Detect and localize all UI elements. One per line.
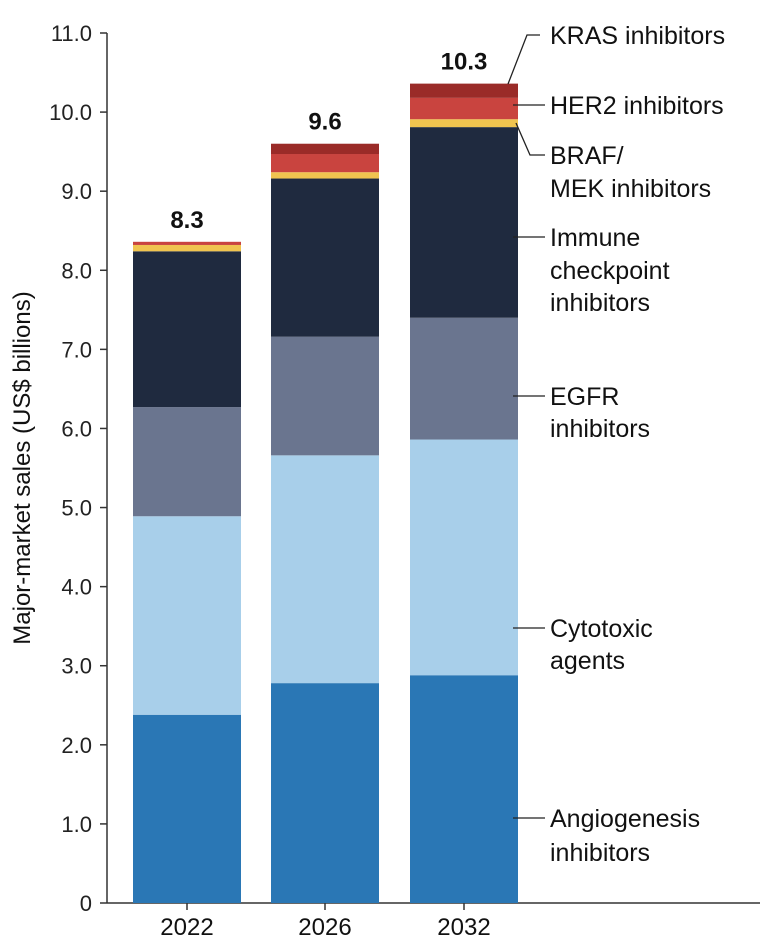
bar-segment-2032-2 [410, 317, 518, 440]
bar-segment-2022-0 [133, 714, 241, 903]
bar-segment-2032-6 [410, 83, 518, 98]
bar-segment-2032-1 [410, 439, 518, 676]
bar-segment-2026-2 [271, 336, 379, 456]
bar-segment-2022-5 [133, 241, 241, 245]
y-tick-label: 1.0 [61, 812, 92, 837]
bar-segment-2026-3 [271, 178, 379, 337]
bar-segment-2032-4 [410, 119, 518, 128]
bar-segment-2032-3 [410, 127, 518, 318]
series-label: MEK inhibitors [550, 175, 711, 203]
bar-segment-2026-1 [271, 455, 379, 684]
y-tick-label: 8.0 [61, 258, 92, 283]
bar-segment-2026-0 [271, 683, 379, 903]
bar-segment-2022-2 [133, 407, 241, 517]
y-tick-label: 2.0 [61, 733, 92, 758]
series-label: Angiogenesis [550, 805, 700, 833]
y-axis-label: Major-market sales (US$ billions) [9, 291, 36, 644]
total-label: 9.6 [308, 109, 341, 136]
series-label: Immune [550, 224, 640, 252]
bar-segment-2032-0 [410, 675, 518, 903]
total-label: 10.3 [441, 49, 488, 76]
y-tick-label: 7.0 [61, 337, 92, 362]
series-label: inhibitors [550, 289, 650, 317]
series-label: inhibitors [550, 415, 650, 443]
series-label: BRAF/ [550, 142, 624, 170]
x-tick-label: 2022 [160, 914, 213, 941]
series-label: HER2 inhibitors [550, 92, 724, 120]
bar-segment-2022-4 [133, 244, 241, 252]
total-label: 8.3 [170, 207, 203, 234]
y-tick-label: 0 [80, 891, 92, 916]
series-label: KRAS inhibitors [550, 22, 725, 50]
series-label: agents [550, 647, 625, 675]
x-tick-label: 2032 [437, 914, 490, 941]
series-label: EGFR [550, 383, 619, 411]
leader-line [507, 34, 540, 85]
leader-line [515, 122, 545, 156]
bar-segment-2032-5 [410, 97, 518, 120]
y-tick-label: 9.0 [61, 179, 92, 204]
y-tick-label: 11.0 [51, 21, 92, 46]
y-tick-label: 10.0 [49, 100, 92, 125]
series-label: checkpoint [550, 257, 670, 285]
series-label: Cytotoxic [550, 615, 653, 643]
bar-segment-2026-6 [271, 143, 379, 155]
series-label: inhibitors [550, 839, 650, 867]
bar-segment-2026-5 [271, 154, 379, 173]
x-tick-label: 2026 [298, 914, 351, 941]
bar-segment-2022-3 [133, 251, 241, 408]
bar-segment-2026-4 [271, 172, 379, 179]
bar-segment-2022-1 [133, 516, 241, 715]
y-tick-label: 3.0 [61, 654, 92, 679]
y-tick-label: 5.0 [61, 496, 92, 521]
y-tick-label: 6.0 [61, 416, 92, 441]
y-tick-label: 4.0 [61, 575, 92, 600]
